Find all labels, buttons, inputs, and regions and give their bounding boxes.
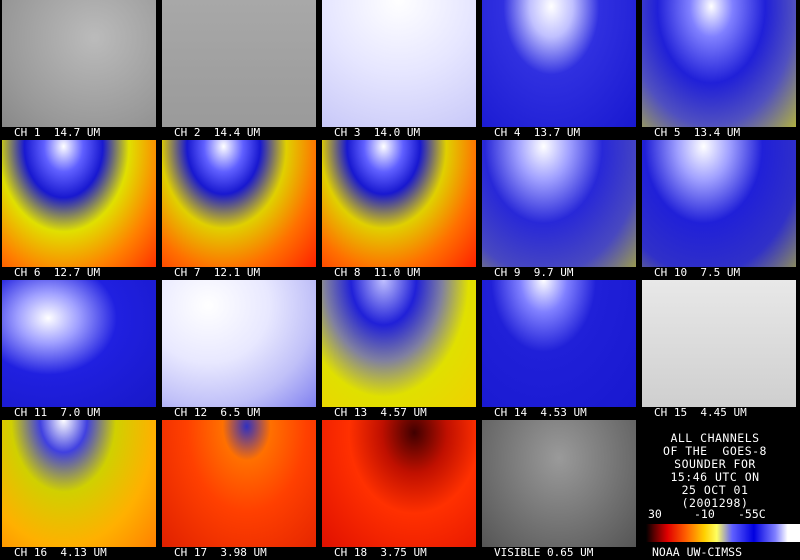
channel-tile: CH 8 11.0 UM — [320, 140, 476, 280]
channel-label: CH 1 14.7 UM — [14, 126, 101, 139]
channel-tile: CH 3 14.0 UM — [320, 0, 476, 140]
channel-image — [162, 420, 316, 547]
channel-image — [2, 420, 156, 547]
info-line: 25 OCT 01 — [681, 483, 749, 497]
channel-tile: CH 7 12.1 UM — [160, 140, 316, 280]
channel-image — [2, 280, 156, 407]
info-line: ALL CHANNELS — [670, 431, 760, 445]
channel-image — [322, 280, 476, 407]
channel-label: CH 9 9.7 UM — [494, 266, 574, 279]
channel-label: CH 17 3.98 UM — [174, 546, 267, 559]
channel-label: CH 4 13.7 UM — [494, 126, 581, 139]
channel-tile: CH 17 3.98 UM — [160, 420, 316, 560]
channel-image — [482, 0, 636, 127]
channel-image — [642, 280, 796, 407]
channel-tile: CH 5 13.4 UM — [640, 0, 796, 140]
channel-label: CH 16 4.13 UM — [14, 546, 107, 559]
channel-image — [2, 0, 156, 127]
color-bar — [646, 524, 800, 542]
channel-image — [162, 140, 316, 267]
channel-label: CH 18 3.75 UM — [334, 546, 427, 559]
channel-label: CH 13 4.57 UM — [334, 406, 427, 419]
info-line: (2001298) — [681, 496, 749, 510]
channel-image — [482, 280, 636, 407]
channel-image — [482, 420, 636, 547]
channel-label: CH 5 13.4 UM — [654, 126, 741, 139]
channel-label: CH 10 7.5 UM — [654, 266, 741, 279]
channel-tile: CH 14 4.53 UM — [480, 280, 636, 420]
channel-image — [322, 0, 476, 127]
channel-tile: CH 4 13.7 UM — [480, 0, 636, 140]
info-panel: ALL CHANNELS OF THE GOES-8 SOUNDER FOR 1… — [640, 420, 800, 560]
channel-tile: CH 13 4.57 UM — [320, 280, 476, 420]
channel-label: CH 14 4.53 UM — [494, 406, 587, 419]
channel-label: CH 7 12.1 UM — [174, 266, 261, 279]
channel-label: CH 15 4.45 UM — [654, 406, 747, 419]
channel-image — [162, 0, 316, 127]
info-line: OF THE GOES-8 — [663, 444, 767, 458]
channel-tile: CH 2 14.4 UM — [160, 0, 316, 140]
channel-image — [322, 140, 476, 267]
channel-tile: CH 1 14.7 UM — [0, 0, 156, 140]
info-line: SOUNDER FOR — [674, 457, 756, 471]
channel-image — [162, 280, 316, 407]
scale-label: -55C — [738, 507, 766, 521]
channel-tile: CH 12 6.5 UM — [160, 280, 316, 420]
channel-label: CH 11 7.0 UM — [14, 406, 101, 419]
channel-label: CH 2 14.4 UM — [174, 126, 261, 139]
channel-image — [322, 420, 476, 547]
channel-image — [642, 140, 796, 267]
channel-label: CH 6 12.7 UM — [14, 266, 101, 279]
channel-tile: VISIBLE 0.65 UM — [480, 420, 636, 560]
channel-tile: CH 9 9.7 UM — [480, 140, 636, 280]
channel-label: CH 12 6.5 UM — [174, 406, 261, 419]
scale-label: 30 — [648, 507, 662, 521]
credit: NOAA UW-CIMSS — [652, 545, 743, 559]
channel-image — [642, 0, 796, 127]
channel-tile: CH 11 7.0 UM — [0, 280, 156, 420]
channel-tile: CH 18 3.75 UM — [320, 420, 476, 560]
info-line: 15:46 UTC ON — [670, 470, 760, 484]
channel-tile: CH 10 7.5 UM — [640, 140, 796, 280]
scale-label: -10 — [694, 507, 715, 521]
channel-label: CH 8 11.0 UM — [334, 266, 421, 279]
channel-label: CH 3 14.0 UM — [334, 126, 421, 139]
channel-tile: CH 16 4.13 UM — [0, 420, 156, 560]
channel-image — [2, 140, 156, 267]
channel-label: VISIBLE 0.65 UM — [494, 546, 594, 559]
channel-image — [482, 140, 636, 267]
channel-tile: CH 15 4.45 UM — [640, 280, 796, 420]
channel-tile: CH 6 12.7 UM — [0, 140, 156, 280]
